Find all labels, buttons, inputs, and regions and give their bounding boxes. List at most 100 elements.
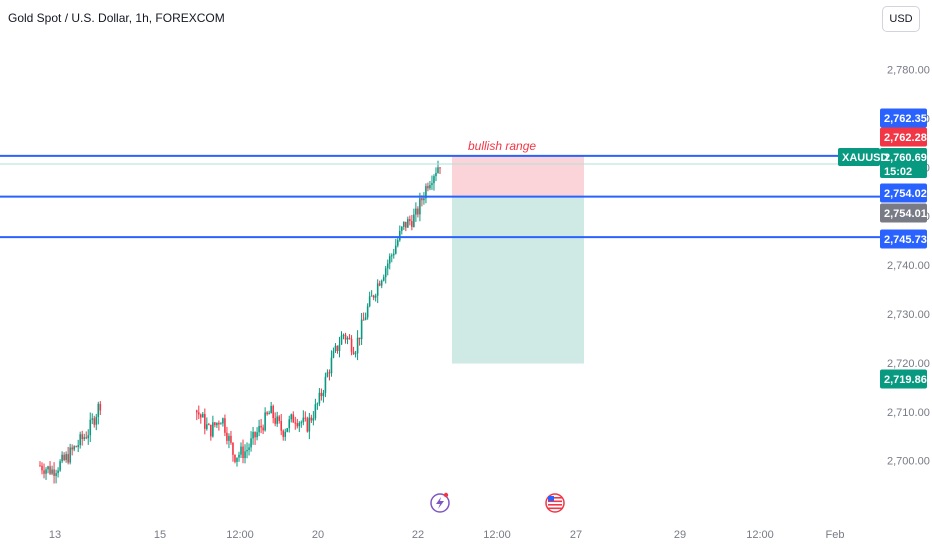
candle-body — [292, 414, 295, 423]
position-tool: bullish range — [452, 139, 584, 364]
candle-body — [425, 186, 427, 199]
candle-body — [234, 454, 236, 462]
price-label-bg — [880, 148, 927, 178]
candle-body — [232, 442, 234, 455]
candle-body — [310, 417, 313, 421]
x-tick-label: 27 — [570, 529, 582, 541]
candle-body — [439, 167, 441, 169]
candle-body — [306, 418, 309, 432]
candle-body — [59, 461, 61, 471]
candle-body — [358, 337, 361, 340]
candle-body — [51, 469, 53, 474]
currency-button[interactable]: USD — [882, 6, 920, 32]
candle-body — [262, 427, 264, 431]
symbol-label-bg — [838, 148, 880, 166]
candle-body — [204, 414, 206, 429]
candle-body — [322, 392, 325, 397]
candle-body — [67, 454, 69, 463]
x-tick-label: 12:00 — [226, 529, 254, 541]
candle-body — [195, 410, 198, 413]
candle-body — [403, 221, 405, 227]
candle-body — [83, 437, 86, 439]
candle-body — [431, 183, 433, 186]
candle-body — [421, 198, 423, 201]
price-label-bg — [880, 203, 927, 223]
candle-body — [407, 219, 409, 228]
candle-body — [314, 404, 317, 419]
candle-body — [356, 337, 359, 354]
x-tick-label: Feb — [826, 529, 845, 541]
candle-body — [252, 431, 254, 439]
candle-body — [384, 268, 387, 278]
candle-body — [380, 280, 383, 286]
x-tick-label: 22 — [412, 529, 424, 541]
candle-body — [214, 422, 216, 426]
x-tick-label: 13 — [49, 529, 61, 541]
candle-body — [228, 435, 230, 441]
candle-body — [85, 437, 88, 439]
candle-body — [238, 454, 240, 458]
candle-body — [364, 317, 367, 320]
candle-body — [409, 219, 411, 222]
candle-body — [398, 230, 401, 241]
candle-body — [197, 412, 200, 415]
candle-body — [57, 470, 59, 474]
price-label: 2,719.86 — [884, 374, 927, 386]
candle-body — [294, 422, 297, 424]
y-tick-label: 2,740.00 — [887, 260, 930, 272]
candle-body — [45, 469, 47, 474]
y-tick-label: 2,700.00 — [887, 456, 930, 468]
candle-body — [79, 434, 82, 446]
candle-body — [392, 253, 395, 256]
candle-body — [65, 454, 67, 461]
candle-body — [296, 423, 299, 427]
candle-body — [300, 422, 303, 424]
candle-body — [266, 412, 268, 415]
price-label: 2,754.01 — [884, 208, 927, 220]
candle-body — [220, 423, 222, 425]
price-label-bg — [880, 127, 927, 147]
price-label-bg — [880, 369, 927, 389]
price-label: 2,745.73 — [884, 234, 927, 246]
candle-body — [336, 345, 339, 351]
candle-body — [360, 319, 363, 340]
candle-body — [376, 283, 379, 296]
candle-body — [330, 357, 333, 374]
candle-body — [254, 431, 256, 438]
candle-body — [415, 208, 417, 215]
lightning-event-icon — [430, 492, 450, 513]
candle-body — [340, 335, 343, 345]
x-tick-label: 20 — [312, 529, 324, 541]
flag-canton-icon — [548, 496, 554, 501]
candle-body — [63, 454, 65, 461]
candle-body — [304, 417, 307, 419]
candle-body — [49, 466, 51, 474]
candle-body — [437, 167, 439, 173]
candle-body — [274, 418, 276, 424]
candle-body — [89, 419, 92, 436]
candle-body — [41, 465, 43, 471]
candle-body — [39, 465, 41, 467]
chart-title: Gold Spot / U.S. Dollar, 1h, FOREXCOM — [8, 11, 225, 25]
candle-body — [264, 412, 266, 431]
candles — [39, 160, 441, 484]
candle-body — [282, 430, 285, 437]
candle-body — [256, 432, 258, 438]
candle-body — [362, 319, 365, 321]
candle-body — [433, 176, 435, 184]
candle-body — [386, 263, 389, 269]
candle-body — [244, 451, 246, 459]
candle-body — [298, 422, 301, 427]
candle-body — [316, 403, 319, 405]
candle-body — [55, 473, 57, 476]
candle-body — [91, 418, 94, 420]
candle-body — [260, 425, 262, 428]
candle-body — [95, 416, 98, 425]
price-label: 2,760.69 — [884, 152, 927, 164]
take-profit-zone — [452, 196, 584, 364]
candle-body — [216, 422, 218, 426]
candle-body — [212, 422, 214, 437]
candle-body — [248, 447, 250, 450]
candle-body — [372, 295, 375, 298]
